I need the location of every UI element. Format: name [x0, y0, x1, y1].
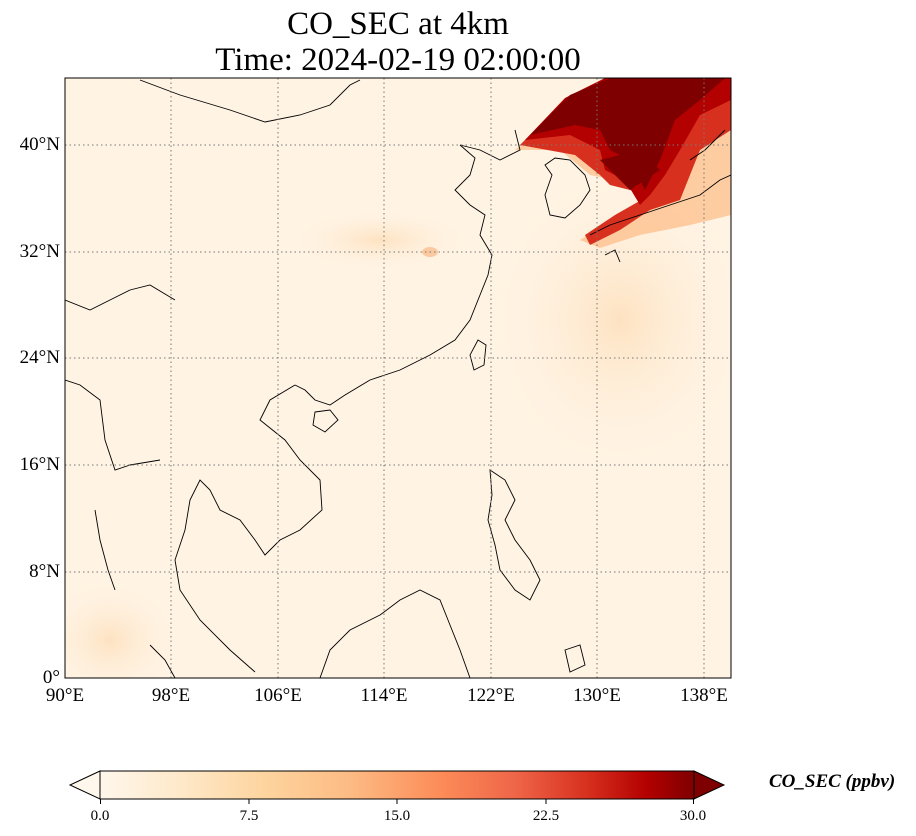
colorbar-tick-label: 22.5 — [532, 808, 560, 824]
colorbar-ticks — [100, 799, 694, 804]
map-frame — [64, 77, 732, 679]
y-tick-label: 0° — [42, 667, 60, 688]
chart-title-line2: Time: 2024-02-19 02:00:00 — [215, 42, 581, 78]
colorbar-title: CO_SEC (ppbv) — [769, 771, 896, 792]
colorbar — [99, 770, 695, 800]
colorbar-tick-label: 7.5 — [239, 808, 259, 824]
x-tick-label: 90°E — [45, 685, 85, 706]
y-tick-label: 16°N — [19, 454, 60, 475]
gridlines — [65, 78, 731, 678]
x-tick-label: 98°E — [151, 685, 191, 706]
x-tick-label: 122°E — [467, 685, 515, 706]
coastlines — [65, 79, 731, 678]
y-tick-label: 8°N — [29, 561, 60, 582]
colorbar-tick-label: 15.0 — [383, 808, 411, 824]
colorbar-extend-min — [68, 770, 101, 800]
colorbar-extend-max — [693, 770, 726, 800]
plume-max — [530, 78, 725, 190]
y-tick-label: 40°N — [19, 134, 60, 155]
colorbar-tick-label: 0.0 — [90, 808, 110, 824]
x-tick-label: 130°E — [573, 685, 621, 706]
x-tick-label: 106°E — [254, 685, 302, 706]
chart-title-line1: CO_SEC at 4km — [287, 6, 509, 42]
x-tick-label: 138°E — [680, 685, 728, 706]
concentration-field — [65, 78, 731, 678]
y-tick-label: 32°N — [19, 241, 60, 262]
x-tick-label: 114°E — [360, 685, 408, 706]
y-tick-label: 24°N — [19, 347, 60, 368]
colorbar-tick-label: 30.0 — [679, 808, 707, 824]
